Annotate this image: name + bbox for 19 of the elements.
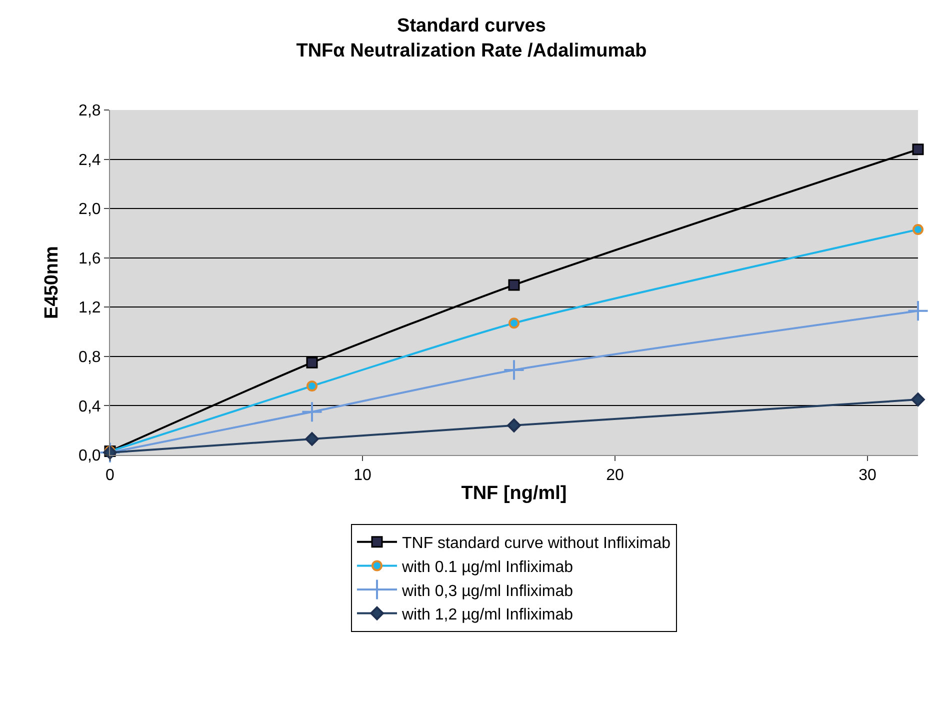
y-tick-label: 2,4 [78,152,101,169]
legend-label: with 1,2 µg/ml Infliximab [401,606,574,624]
x-tick-label: 0 [106,467,115,484]
legend-label: with 0,3 µg/ml Infliximab [401,582,574,600]
y-tick-label: 2,0 [78,201,101,218]
x-tick-label: 10 [354,467,372,484]
x-axis-title: TNF [ng/ml] [461,483,567,504]
y-tick-label: 1,6 [78,250,101,268]
y-axis-title: E450nm [41,246,62,319]
x-tick-label: 20 [606,467,624,484]
legend-label: with 0.1 µg/ml Infliximab [401,558,574,576]
y-tick-label: 0,4 [78,398,101,416]
x-tick-label: 30 [858,467,876,484]
y-tick-label: 0,8 [78,349,101,366]
y-tick-label: 2,8 [78,102,101,120]
y-tick-label: 1,2 [78,300,101,317]
legend-label: TNF standard curve without Infliximab [402,535,671,552]
y-tick-label: 0,0 [78,448,101,465]
chart-title: Standard curves TNFα Neutralization Rate /Adalimumab [296,16,647,62]
